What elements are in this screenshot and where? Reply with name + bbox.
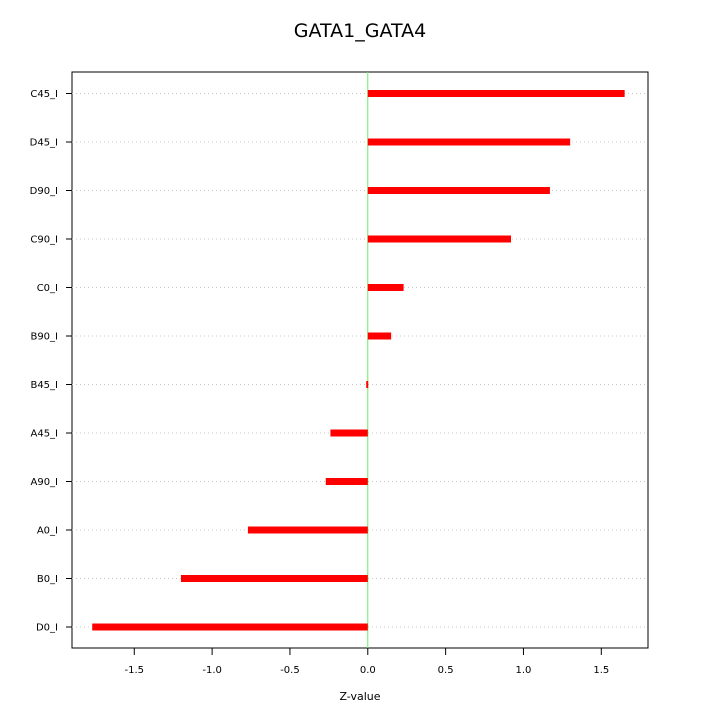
bars: [92, 90, 625, 631]
bar-B0_I: [180, 575, 368, 582]
y-tick-label: A90_I: [30, 477, 58, 488]
bar-D90_I: [367, 187, 550, 194]
y-tick-label: C90_I: [30, 235, 58, 246]
bar-C45_I: [367, 90, 625, 97]
bar-B90_I: [367, 332, 392, 340]
y-axis: C45_I D45_I D90_I C90_I C0_I B90_I B45_I A45_I A…: [30, 89, 72, 634]
x-tick-label: 1.5: [593, 665, 609, 676]
y-tick-label: D0_I: [36, 623, 58, 634]
bar-B45_I: [366, 381, 369, 388]
x-tick-label: -1.0: [202, 665, 222, 676]
x-axis-label: Z-value: [339, 690, 381, 703]
bar-A90_I: [325, 478, 368, 485]
x-tick-label: 0.0: [360, 665, 376, 676]
grid-lines: [72, 93, 648, 628]
x-tick-label: 0.5: [438, 665, 454, 676]
chart-title: GATA1_GATA4: [293, 20, 427, 42]
x-tick-label: -0.5: [280, 665, 300, 676]
x-tick-label: 1.0: [516, 665, 532, 676]
bar-C0_I: [367, 284, 404, 291]
plot-frame: [71, 71, 649, 649]
y-tick-label: D45_I: [30, 138, 58, 149]
bar-D45_I: [367, 138, 571, 146]
bar-A0_I: [247, 526, 368, 534]
y-tick-label: D90_I: [30, 186, 58, 197]
y-tick-label: C45_I: [30, 89, 58, 100]
x-tick-label: -1.5: [125, 665, 145, 676]
y-tick-label: A0_I: [37, 526, 58, 537]
bar-A45_I: [330, 429, 368, 437]
bar-D0_I: [92, 623, 368, 631]
bar-C90_I: [367, 235, 512, 243]
x-axis: -1.5 -1.0 -0.5 0.0 0.5 1.0 1.5: [125, 648, 609, 676]
y-tick-label: A45_I: [30, 429, 58, 440]
y-tick-label: B0_I: [37, 574, 58, 585]
y-tick-label: B90_I: [30, 332, 58, 343]
y-tick-label: B45_I: [30, 380, 58, 391]
y-tick-label: C0_I: [37, 283, 58, 294]
